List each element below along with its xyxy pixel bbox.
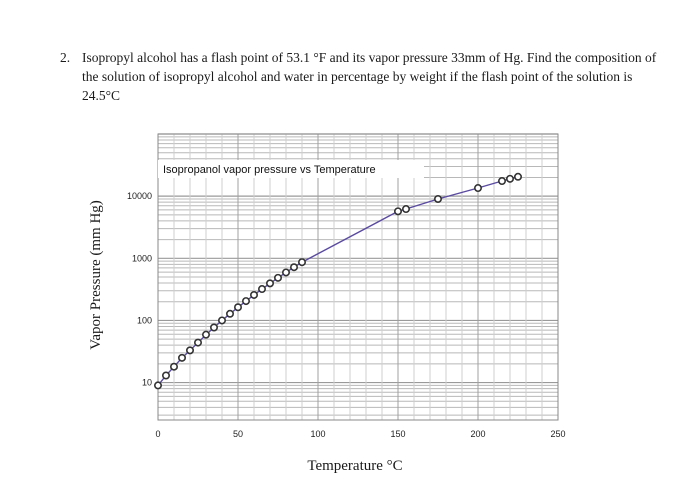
series-line: [157, 176, 519, 386]
data-point: [170, 362, 179, 371]
data-point: [505, 174, 514, 183]
data-point: [218, 316, 227, 325]
data-point: [473, 184, 482, 193]
question-number: 2.: [60, 50, 71, 65]
data-point: [154, 381, 163, 390]
data-point: [202, 330, 211, 339]
x-axis-title: Temperature °C: [307, 458, 402, 474]
y-tick-label: 10000: [127, 191, 152, 201]
data-point: [297, 258, 306, 267]
chart-title-background: [158, 160, 424, 178]
x-tick-label: 100: [310, 429, 325, 439]
question-block: 2. Isopropyl alcohol has a flash point o…: [60, 48, 660, 105]
tick-labels: 0 50 100 150 200 250 10 100 1000 10000: [127, 191, 566, 439]
question-text: Isopropyl alcohol has a flash point of 5…: [82, 50, 657, 103]
data-point: [162, 371, 171, 380]
data-points: [154, 172, 522, 390]
data-point: [281, 268, 290, 277]
chart-title: Isopropanol vapor pressure vs Temperatur…: [163, 164, 376, 176]
y-axis-title: Vapor Pressure (mm Hg): [88, 200, 104, 350]
data-point: [178, 353, 187, 362]
data-point: [226, 309, 235, 318]
y-tick-label: 1000: [132, 253, 152, 263]
x-tick-label: 200: [470, 429, 485, 439]
x-tick-label: 50: [233, 429, 243, 439]
data-point: [194, 338, 203, 347]
data-point: [497, 177, 506, 186]
data-point: [401, 205, 410, 214]
data-point: [273, 273, 282, 282]
data-point: [234, 303, 243, 312]
x-tick-label: 0: [155, 429, 160, 439]
data-point: [257, 285, 266, 294]
data-point: [513, 172, 522, 181]
data-point: [433, 194, 442, 203]
data-point: [265, 279, 274, 288]
y-tick-label: 100: [137, 315, 152, 325]
data-point: [250, 290, 259, 299]
x-tick-label: 150: [390, 429, 405, 439]
y-tick-label: 10: [142, 378, 152, 388]
data-point: [289, 263, 298, 272]
data-point: [210, 323, 219, 332]
data-point: [393, 207, 402, 216]
x-tick-label: 250: [550, 429, 565, 439]
plot-frame: [157, 133, 559, 421]
data-point: [186, 346, 195, 355]
data-point: [242, 297, 251, 306]
